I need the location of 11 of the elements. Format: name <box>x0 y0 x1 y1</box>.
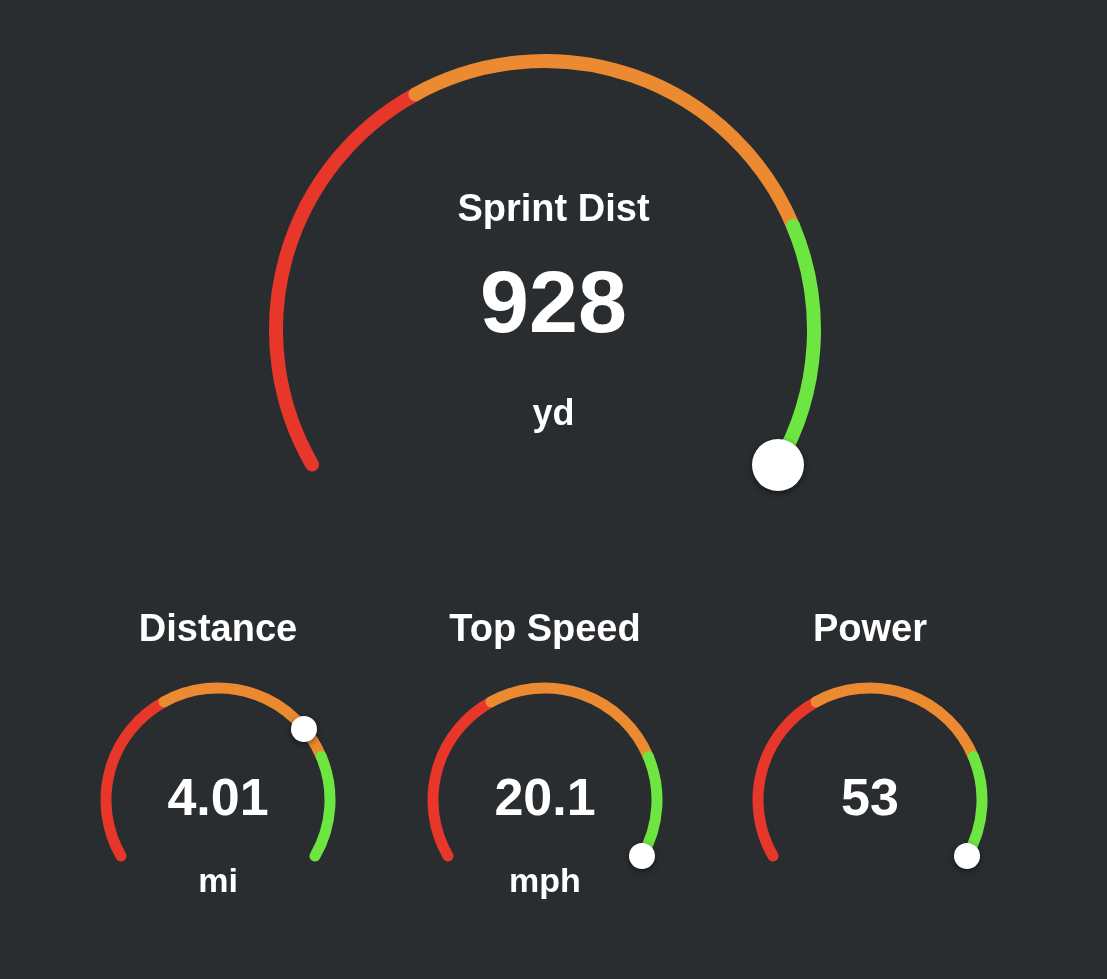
data-label: 928 <box>480 251 627 351</box>
text: Distance <box>138 607 298 649</box>
text: mph <box>509 861 581 899</box>
text: Power <box>812 607 928 649</box>
text: Top Speed <box>449 607 641 649</box>
text: mi <box>198 861 238 899</box>
data-label: 4.01 <box>167 767 269 826</box>
text: Sprint Dist <box>457 187 650 229</box>
data-label: 53 <box>841 767 899 826</box>
data-label: 20.1 <box>494 767 596 826</box>
text: yd <box>532 391 575 433</box>
